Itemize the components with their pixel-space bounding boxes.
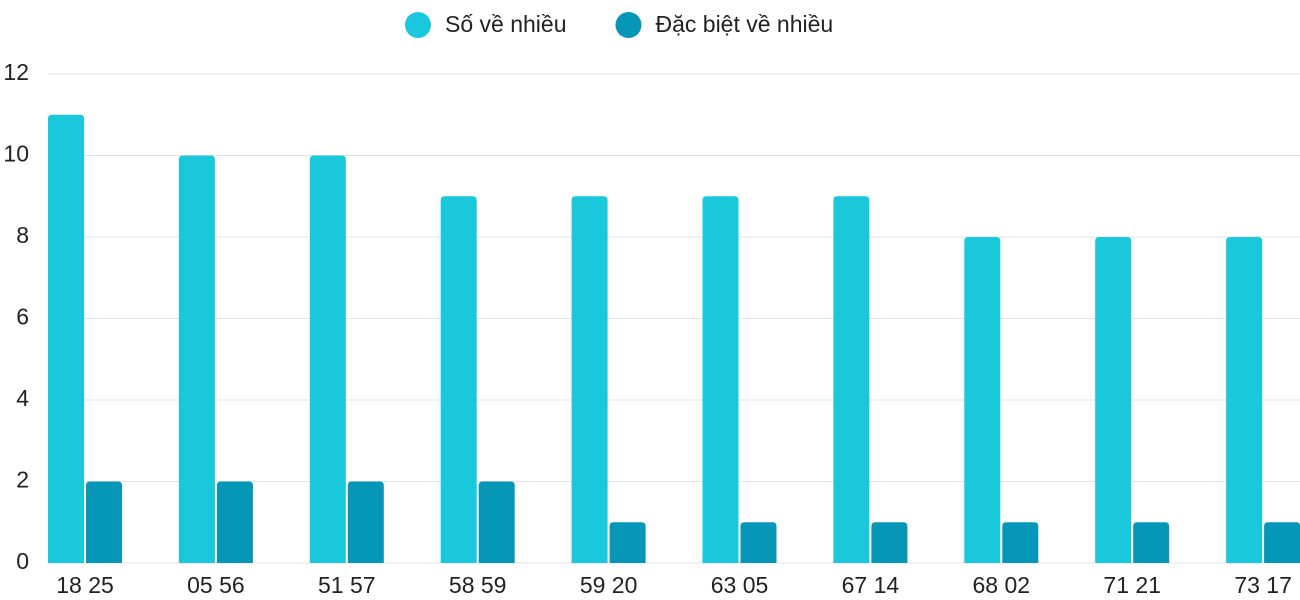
bar [964,237,1001,563]
bar [740,522,777,563]
bar [309,155,346,563]
x-tick-label: 58 59 [449,572,507,598]
x-tick-label: 73 17 [1234,572,1292,598]
bar [1133,522,1170,563]
bar [478,481,515,563]
x-tick-label: 68 02 [973,572,1031,598]
y-tick-label: 12 [3,59,29,85]
x-tick-label: 71 21 [1103,572,1161,598]
bar [1002,522,1039,563]
bar [48,114,84,563]
y-tick-label: 8 [16,222,29,248]
x-tick-label: 63 05 [711,572,769,598]
y-tick-label: 0 [16,548,29,574]
bar [609,522,646,563]
x-tick-label: 59 20 [580,572,638,598]
x-tick-label: 05 56 [187,572,245,598]
x-tick-label: 51 57 [318,572,376,598]
bar [571,196,608,563]
bar [440,196,477,563]
y-tick-label: 6 [16,304,29,330]
x-tick-label: 18 25 [56,572,114,598]
y-tick-label: 4 [16,385,29,411]
legend-swatch [615,12,642,38]
legend-label: Số về nhiều [445,11,566,37]
bar [1264,522,1300,563]
bar [702,196,739,563]
legend-swatch [405,12,431,38]
x-tick-label: 67 14 [842,572,900,598]
bar [1095,237,1132,563]
legend-label: Đặc biệt về nhiều [655,11,833,37]
bar [833,196,870,563]
bar [216,481,253,563]
y-tick-label: 10 [3,141,29,167]
bar [1226,237,1263,563]
y-tick-label: 2 [16,467,29,493]
bar [178,155,215,563]
bar [871,522,908,563]
bar [86,481,122,563]
bar [347,481,384,563]
